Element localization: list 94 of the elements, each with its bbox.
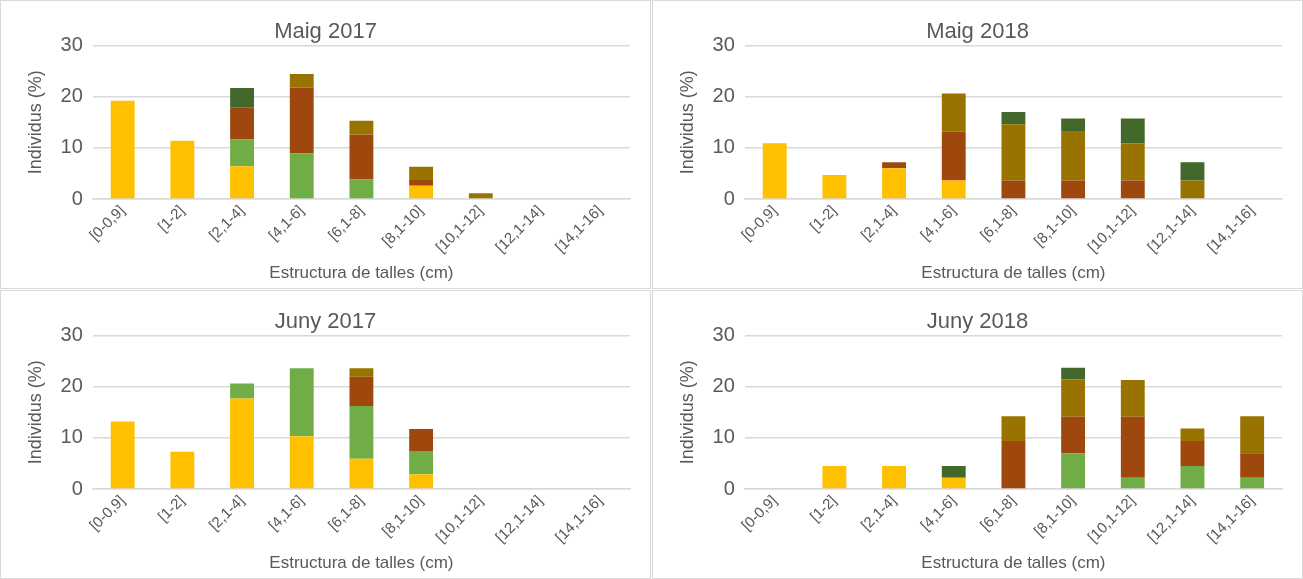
bar xyxy=(349,134,374,180)
chart-title: Juny 2018 xyxy=(926,308,1029,334)
bar xyxy=(1120,379,1145,417)
bar xyxy=(230,87,254,108)
bar xyxy=(289,74,314,88)
y-tick-label: 30 xyxy=(712,322,735,345)
bar xyxy=(1061,379,1086,417)
bar xyxy=(1120,118,1145,144)
bar xyxy=(289,436,314,489)
bar xyxy=(1061,180,1086,199)
bar xyxy=(349,120,374,135)
bar xyxy=(1180,428,1205,441)
bar xyxy=(1061,118,1086,131)
bar xyxy=(349,179,374,199)
bar xyxy=(289,368,314,437)
x-axis-title: Estructura de talles (cm) xyxy=(921,553,1106,573)
x-axis-title: Estructura de talles (cm) xyxy=(921,263,1106,283)
bar xyxy=(409,166,434,181)
bar xyxy=(1240,416,1265,454)
y-axis-title: Individus (%) xyxy=(676,360,697,465)
bar xyxy=(409,474,434,489)
y-tick-label: 30 xyxy=(60,32,83,55)
bar xyxy=(468,193,493,199)
bar xyxy=(230,383,254,399)
bar xyxy=(1061,416,1086,454)
bar xyxy=(1061,367,1086,380)
chart-title: Maig 2018 xyxy=(926,18,1029,44)
y-tick-label: 20 xyxy=(60,84,83,107)
y-tick-label: 10 xyxy=(712,425,735,448)
y-tick-label: 30 xyxy=(60,322,83,345)
bar xyxy=(1061,130,1086,181)
bar xyxy=(1180,440,1205,466)
bar xyxy=(409,180,434,186)
bar xyxy=(882,168,906,199)
bar xyxy=(349,368,374,377)
y-axis-title: Individus (%) xyxy=(24,70,45,175)
bar xyxy=(230,398,254,489)
y-tick-label: 0 xyxy=(71,186,83,209)
bar xyxy=(409,429,434,452)
chart-title: Juny 2017 xyxy=(274,308,377,334)
y-tick-label: 10 xyxy=(60,135,83,158)
bar xyxy=(882,162,906,169)
bar xyxy=(1001,111,1026,125)
bar xyxy=(941,477,966,489)
y-tick-label: 20 xyxy=(712,84,735,107)
bar xyxy=(1120,143,1145,181)
y-axis-title: Individus (%) xyxy=(24,360,45,465)
bar xyxy=(1120,180,1145,199)
y-tick-label: 30 xyxy=(712,32,735,55)
bar xyxy=(230,139,254,167)
x-axis-title: Estructura de talles (cm) xyxy=(269,553,454,573)
bar xyxy=(941,465,966,478)
bar xyxy=(230,166,254,199)
bar xyxy=(230,107,254,140)
bar xyxy=(1180,465,1205,489)
bar xyxy=(941,93,966,132)
y-tick-label: 10 xyxy=(712,135,735,158)
bar xyxy=(822,465,847,489)
bar xyxy=(1180,180,1205,199)
bar xyxy=(762,143,787,199)
y-axis-title: Individus (%) xyxy=(676,70,697,175)
bar xyxy=(822,174,847,199)
y-tick-label: 0 xyxy=(723,186,735,209)
bar xyxy=(409,185,434,199)
chart-title: Maig 2017 xyxy=(274,18,377,44)
bar xyxy=(349,406,374,459)
bar xyxy=(1001,180,1026,199)
bar xyxy=(349,458,374,489)
bar xyxy=(409,451,434,475)
bar xyxy=(882,465,906,489)
bar xyxy=(1061,453,1086,489)
bar xyxy=(941,131,966,181)
bar xyxy=(170,140,195,199)
bar xyxy=(1240,477,1265,489)
bar xyxy=(1120,416,1145,478)
bar xyxy=(1001,440,1026,489)
y-tick-label: 0 xyxy=(71,476,83,499)
bar xyxy=(349,376,374,407)
y-tick-label: 0 xyxy=(723,476,735,499)
bar xyxy=(289,87,314,154)
x-axis-title: Estructura de talles (cm) xyxy=(269,263,454,283)
bar xyxy=(941,180,966,199)
bar xyxy=(170,451,195,489)
bar xyxy=(1120,477,1145,489)
y-tick-label: 20 xyxy=(60,374,83,397)
bar xyxy=(1240,453,1265,478)
bar xyxy=(289,153,314,199)
bar xyxy=(110,100,135,199)
bar xyxy=(110,421,135,489)
y-tick-label: 20 xyxy=(712,374,735,397)
bar xyxy=(1001,416,1026,441)
bar xyxy=(1180,162,1205,181)
bar xyxy=(1001,124,1026,181)
y-tick-label: 10 xyxy=(60,425,83,448)
